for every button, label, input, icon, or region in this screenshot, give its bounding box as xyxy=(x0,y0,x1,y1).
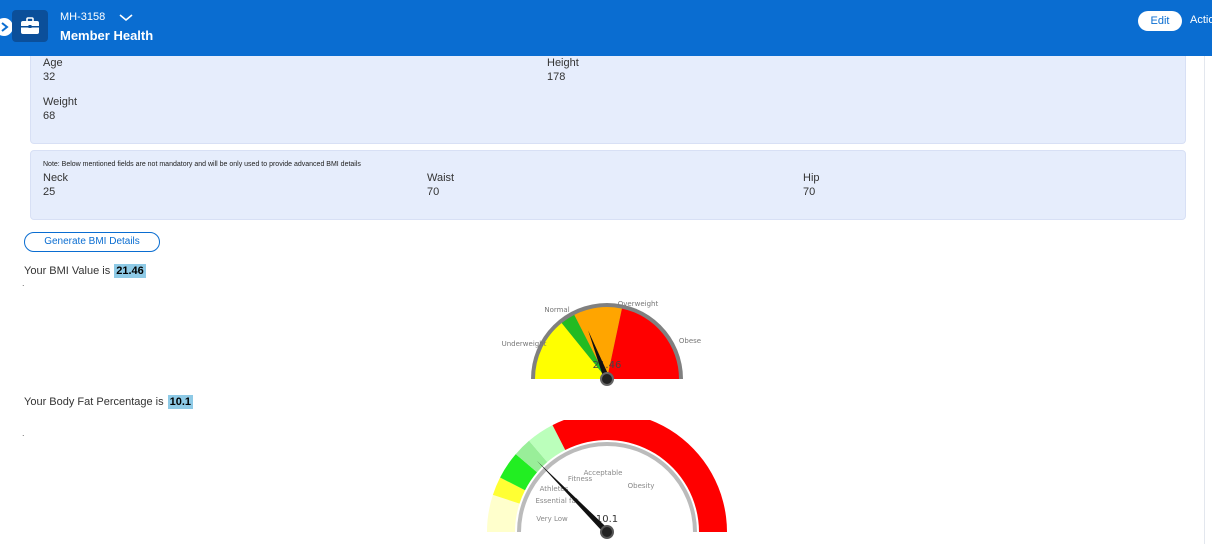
neck-field: Neck 25 xyxy=(43,172,68,198)
height-label: Height xyxy=(547,57,579,69)
waist-label: Waist xyxy=(427,172,455,184)
body-fat-band-label-acceptable: Acceptable xyxy=(584,469,623,477)
body-fat-value-badge: 10.1 xyxy=(167,395,194,409)
body-fat-band-fitness xyxy=(515,440,548,473)
body-fat-band-obesity xyxy=(552,420,727,532)
body-fat-band-label-fitness: Fitness xyxy=(568,475,593,483)
generate-bmi-button[interactable]: Generate BMI Details xyxy=(24,232,160,252)
body-fat-band-label-athletes: Athletes xyxy=(540,485,569,493)
weight-field: Weight 68 xyxy=(43,96,77,122)
body-fat-band-very-low xyxy=(487,494,520,532)
bmi-gauge-hub xyxy=(600,372,614,386)
height-field: Height 178 xyxy=(547,57,579,83)
bmi-gauge-value: 21.46 xyxy=(593,360,622,371)
age-field: Age 32 xyxy=(43,57,63,83)
header-bar: MH-3158 Member Health Edit Actions xyxy=(0,0,1212,56)
body-fat-gauge-hub xyxy=(600,525,614,539)
edit-button[interactable]: Edit xyxy=(1138,11,1182,31)
neck-label: Neck xyxy=(43,172,69,184)
record-id: MH-3158 xyxy=(60,11,106,23)
chevron-down-icon[interactable] xyxy=(119,14,133,22)
advanced-fields-panel: Note: Below mentioned fields are not man… xyxy=(30,150,1186,220)
body-fat-dot: . xyxy=(22,428,25,438)
bmi-band-label-underweight: Underweight xyxy=(502,340,547,348)
hip-value[interactable]: 70 xyxy=(803,186,816,198)
body-fat-gauge-needle xyxy=(536,460,610,535)
body-fat-band-label-obesity: Obesity xyxy=(628,482,655,490)
body-fat-result: Your Body Fat Percentage is 10.1 xyxy=(24,395,194,409)
waist-value[interactable]: 70 xyxy=(427,186,440,198)
bmi-band-underweight xyxy=(535,323,607,379)
module-title: Member Health xyxy=(60,28,154,43)
chevron-right-icon xyxy=(1,22,9,32)
body-fat-band-label-very-low: Very Low xyxy=(536,515,568,523)
age-label: Age xyxy=(43,57,63,69)
hip-field: Hip 70 xyxy=(803,172,820,198)
bmi-band-label-obese: Obese xyxy=(679,337,701,345)
weight-value[interactable]: 68 xyxy=(43,110,56,122)
optional-fields-note: Note: Below mentioned fields are not man… xyxy=(43,161,361,168)
bmi-band-label-normal: Normal xyxy=(544,306,569,314)
bmi-gauge-needle xyxy=(588,330,610,381)
briefcase-icon xyxy=(12,10,48,42)
body-fat-result-label: Your Body Fat Percentage is xyxy=(24,396,164,408)
bmi-gauge: Underweight Normal Overweight Obese 21.46 xyxy=(502,300,701,386)
bmi-result-label: Your BMI Value is xyxy=(24,265,111,277)
content-divider xyxy=(1204,56,1205,544)
weight-label: Weight xyxy=(43,96,78,108)
height-value[interactable]: 178 xyxy=(547,71,566,83)
body-fat-gauge-value: 10.1 xyxy=(596,514,618,525)
bmi-band-label-overweight: Overweight xyxy=(618,300,659,308)
bmi-value-badge: 21.46 xyxy=(114,264,146,278)
neck-value[interactable]: 25 xyxy=(43,186,56,198)
body-fat-band-acceptable xyxy=(529,425,566,463)
hip-label: Hip xyxy=(803,172,820,184)
body-fat-gauge: Very Low Essential fat Athletes FitnessAcce… xyxy=(487,420,727,539)
age-value[interactable]: 32 xyxy=(43,71,56,83)
bmi-band-overweight xyxy=(574,307,622,379)
measurements-panel: Age 32 Height 178 Weight 68 xyxy=(30,56,1186,144)
bmi-dot: . xyxy=(22,278,25,288)
bmi-band-normal xyxy=(561,314,607,379)
waist-field: Waist 70 xyxy=(427,172,454,198)
actions-button[interactable]: Actions xyxy=(1190,14,1212,26)
body-fat-band-label-essential-fat: Essential fat xyxy=(535,497,578,505)
body-fat-band-athletes xyxy=(500,454,538,491)
body-fat-band-essential-fat xyxy=(492,477,526,504)
bmi-band-obese xyxy=(607,308,679,379)
bmi-result: Your BMI Value is 21.46 xyxy=(24,264,146,278)
